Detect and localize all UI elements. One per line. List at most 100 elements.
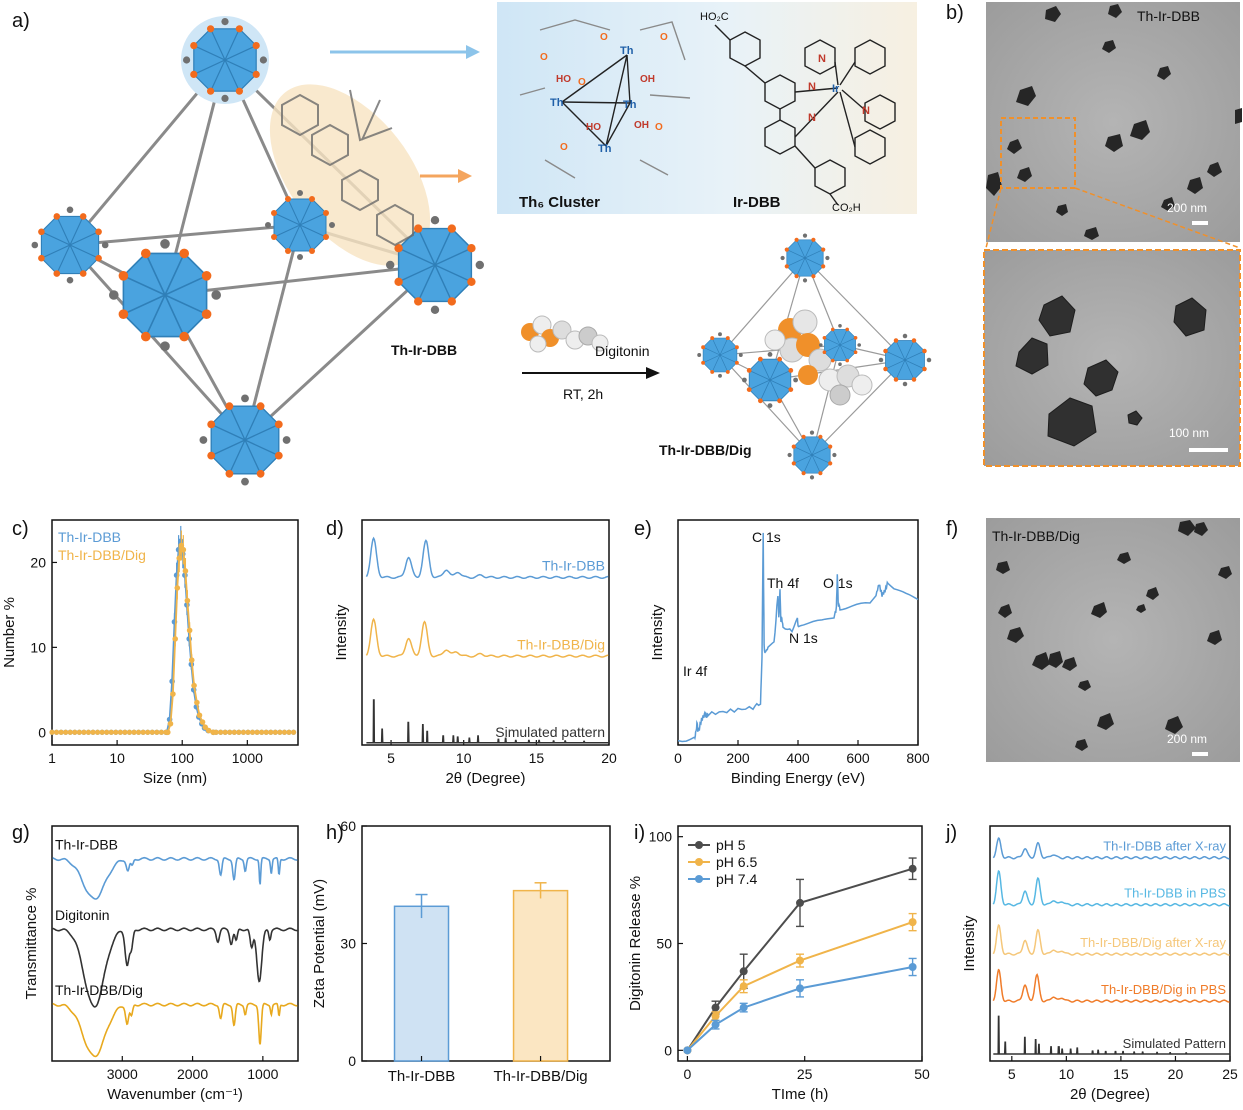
data-point — [796, 956, 804, 965]
series-label: Th-Ir-DBB/Dig after X-ray — [1080, 935, 1226, 950]
x-tick-label: 800 — [906, 750, 930, 766]
data-point — [53, 729, 60, 735]
x-tick-label: 600 — [846, 750, 870, 766]
series-line — [992, 869, 1230, 907]
data-point — [108, 729, 114, 735]
svg-text:O: O — [540, 52, 548, 63]
digitonin-loaded — [764, 309, 873, 406]
data-point — [176, 555, 183, 562]
data-point — [149, 729, 155, 735]
panel-letter-d: d) — [326, 518, 344, 540]
y-axis-label: Intensity — [649, 604, 666, 660]
data-point — [170, 691, 176, 697]
legend-label: pH 7.4 — [716, 871, 757, 887]
series-line — [992, 968, 1230, 1003]
panel-letter-e: e) — [634, 518, 652, 540]
x-tick-label: 0 — [674, 750, 682, 766]
data-point — [796, 898, 804, 907]
panel-letter-h: h) — [326, 822, 344, 844]
series-line — [366, 699, 609, 744]
svg-text:N: N — [808, 112, 816, 124]
data-point — [164, 729, 171, 736]
panel-letter-c: c) — [12, 518, 29, 540]
x-tick-label: 100 — [171, 750, 195, 766]
data-point — [72, 729, 78, 735]
peak-annotation: Ir 4f — [683, 663, 707, 679]
panel-letter-j: j) — [946, 822, 958, 844]
ir-dbb-label: Ir-DBB — [733, 194, 781, 211]
data-point — [236, 729, 242, 735]
panel-letter-i: i) — [634, 822, 646, 844]
scale-label-b2: 100 nm — [1169, 426, 1209, 440]
data-point — [218, 729, 224, 735]
tem-particles-b-zoom — [1015, 295, 1207, 447]
series-line — [677, 532, 919, 743]
y-axis-label: Digitonin Release % — [627, 876, 644, 1011]
condition-label: RT, 2h — [563, 386, 603, 402]
data-point — [180, 546, 187, 553]
svg-text:O: O — [578, 77, 586, 88]
data-point — [76, 729, 82, 735]
data-point — [739, 967, 748, 976]
y-tick-label: 0 — [348, 1053, 356, 1069]
series-line — [992, 837, 1230, 860]
data-point — [63, 729, 69, 735]
x-tick-label: Th-Ir-DBB/Dig — [493, 1068, 587, 1085]
th6-cluster-label: Th₆ Cluster — [519, 194, 600, 211]
data-point — [81, 729, 87, 735]
series-line — [365, 617, 609, 658]
data-point — [113, 729, 119, 735]
bar — [512, 889, 569, 1062]
data-point — [796, 984, 804, 993]
y-axis-label: Intensity — [961, 915, 978, 971]
x-tick-label: 2000 — [177, 1066, 208, 1082]
y-tick-label: 50 — [656, 936, 672, 952]
svg-text:OH: OH — [640, 74, 655, 85]
x-tick-label: 5 — [387, 750, 395, 766]
y-axis-label: Intensity — [333, 604, 350, 660]
y-tick-label: 30 — [340, 936, 356, 952]
svg-text:O: O — [655, 122, 663, 133]
legend-label: Th-Ir-DBB — [58, 529, 121, 545]
data-point — [117, 729, 123, 735]
series-line — [992, 923, 1230, 956]
y-tick-label: 0 — [38, 724, 46, 740]
legend-marker — [695, 875, 703, 883]
data-point — [263, 729, 269, 735]
data-point — [131, 729, 137, 735]
series-label: Th-Ir-DBB/Dig in PBS — [1101, 982, 1226, 997]
data-point — [199, 719, 206, 725]
data-point — [67, 729, 73, 735]
svg-text:Th: Th — [550, 97, 564, 109]
legend-marker — [695, 858, 703, 866]
ir-dbb-structure — [714, 24, 896, 206]
svg-text:HO: HO — [556, 74, 571, 85]
svg-text:N: N — [818, 53, 826, 65]
data-point — [104, 729, 110, 735]
panel-letter-f: f) — [946, 518, 959, 540]
legend-label: pH 6.5 — [716, 854, 757, 870]
data-point — [683, 1046, 692, 1055]
x-tick-label: 1 — [48, 750, 56, 766]
series-label: Simulated pattern — [495, 724, 605, 740]
data-point — [272, 729, 278, 735]
data-point — [908, 963, 917, 971]
data-point — [222, 729, 228, 735]
tem-particles-f — [996, 520, 1232, 751]
panel-letter-g: g) — [12, 822, 30, 844]
x-axis-label: TIme (h) — [772, 1086, 829, 1103]
data-point — [188, 657, 195, 663]
series-label: Th-Ir-DBB/Dig — [517, 636, 605, 652]
series-line — [52, 927, 298, 1008]
peak-annotation: C 1s — [752, 529, 781, 545]
series-line — [52, 1002, 298, 1058]
x-tick-label: 25 — [1222, 1066, 1238, 1082]
data-point — [205, 727, 212, 734]
data-point — [186, 627, 193, 634]
x-axis-label: 2θ (Degree) — [1070, 1086, 1150, 1103]
x-tick-label: 15 — [529, 750, 545, 766]
chart-c-frame — [51, 519, 299, 746]
data-point — [135, 729, 142, 735]
x-tick-label: 50 — [914, 1066, 930, 1082]
x-tick-label: 25 — [797, 1066, 813, 1082]
